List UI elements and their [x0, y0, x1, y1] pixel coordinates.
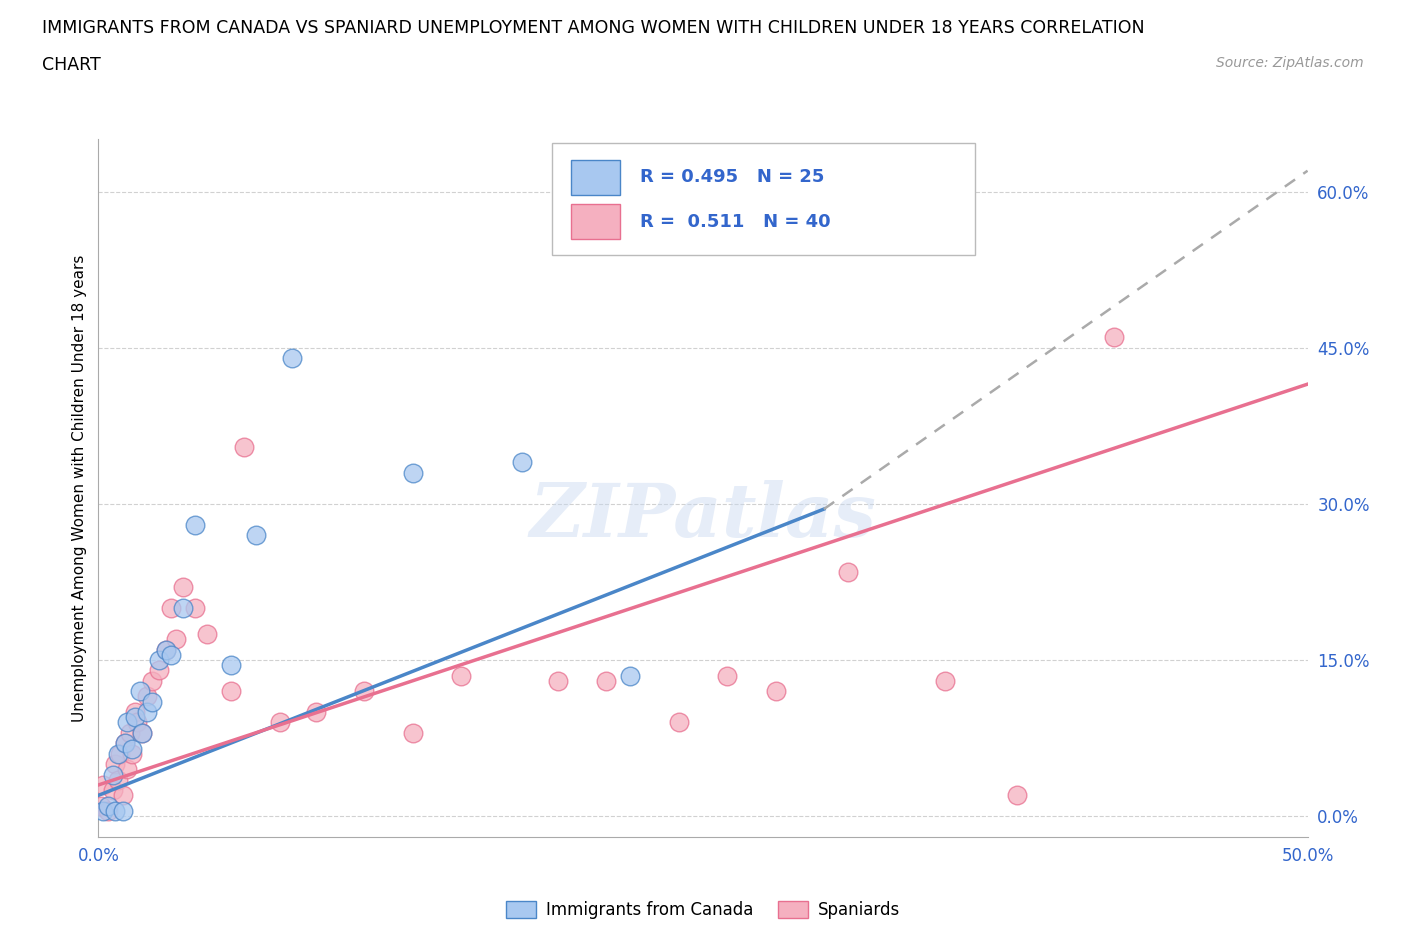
Point — [269, 715, 291, 730]
Point — [117, 762, 139, 777]
Point — [97, 798, 120, 813]
Point — [245, 527, 267, 542]
Point — [353, 684, 375, 698]
Point — [305, 705, 328, 720]
Point — [155, 643, 177, 658]
Point — [141, 694, 163, 709]
Point — [160, 601, 183, 616]
Point — [668, 715, 690, 730]
Point — [121, 746, 143, 761]
Point — [91, 804, 114, 818]
Point — [765, 684, 787, 698]
Point — [148, 653, 170, 668]
Point — [91, 777, 114, 792]
Point — [135, 689, 157, 704]
Point — [148, 663, 170, 678]
Point — [101, 783, 124, 798]
Point — [402, 465, 425, 480]
Point — [131, 725, 153, 740]
Point — [101, 767, 124, 782]
Point — [595, 673, 617, 688]
Point — [141, 673, 163, 688]
Point — [547, 673, 569, 688]
Point — [837, 565, 859, 579]
Point — [118, 725, 141, 740]
Point — [195, 627, 218, 642]
Point — [104, 757, 127, 772]
Point — [172, 601, 194, 616]
Text: R =  0.511   N = 40: R = 0.511 N = 40 — [640, 213, 831, 231]
Point — [1007, 788, 1029, 803]
Text: CHART: CHART — [42, 56, 101, 73]
Point — [127, 715, 149, 730]
Point — [160, 647, 183, 662]
Point — [619, 668, 641, 683]
Point — [114, 736, 136, 751]
Point — [107, 772, 129, 787]
Legend: Immigrants from Canada, Spaniards: Immigrants from Canada, Spaniards — [499, 894, 907, 925]
Text: Source: ZipAtlas.com: Source: ZipAtlas.com — [1216, 56, 1364, 70]
Point — [281, 351, 304, 365]
Point — [402, 725, 425, 740]
Point — [155, 643, 177, 658]
Point — [128, 684, 150, 698]
FancyBboxPatch shape — [571, 205, 620, 239]
Text: R = 0.495   N = 25: R = 0.495 N = 25 — [640, 168, 824, 186]
Point — [221, 658, 243, 672]
Point — [934, 673, 956, 688]
Point — [510, 455, 533, 470]
FancyBboxPatch shape — [551, 143, 976, 255]
Text: IMMIGRANTS FROM CANADA VS SPANIARD UNEMPLOYMENT AMONG WOMEN WITH CHILDREN UNDER : IMMIGRANTS FROM CANADA VS SPANIARD UNEMP… — [42, 19, 1144, 36]
Point — [131, 725, 153, 740]
Point — [450, 668, 472, 683]
Point — [107, 746, 129, 761]
Point — [172, 579, 194, 594]
Point — [184, 517, 207, 532]
Point — [108, 746, 131, 761]
Point — [90, 798, 112, 813]
Point — [114, 736, 136, 751]
Point — [232, 439, 254, 454]
Point — [117, 715, 139, 730]
Point — [111, 804, 134, 818]
Point — [97, 804, 120, 818]
Y-axis label: Unemployment Among Women with Children Under 18 years: Unemployment Among Women with Children U… — [72, 255, 87, 722]
Point — [165, 631, 187, 646]
Point — [184, 601, 207, 616]
Point — [111, 788, 134, 803]
Point — [104, 804, 127, 818]
Point — [124, 710, 146, 724]
Text: ZIPatlas: ZIPatlas — [530, 480, 876, 552]
Point — [1102, 330, 1125, 345]
Point — [121, 741, 143, 756]
Point — [221, 684, 243, 698]
Point — [716, 668, 738, 683]
Point — [124, 705, 146, 720]
Point — [135, 705, 157, 720]
FancyBboxPatch shape — [571, 160, 620, 194]
